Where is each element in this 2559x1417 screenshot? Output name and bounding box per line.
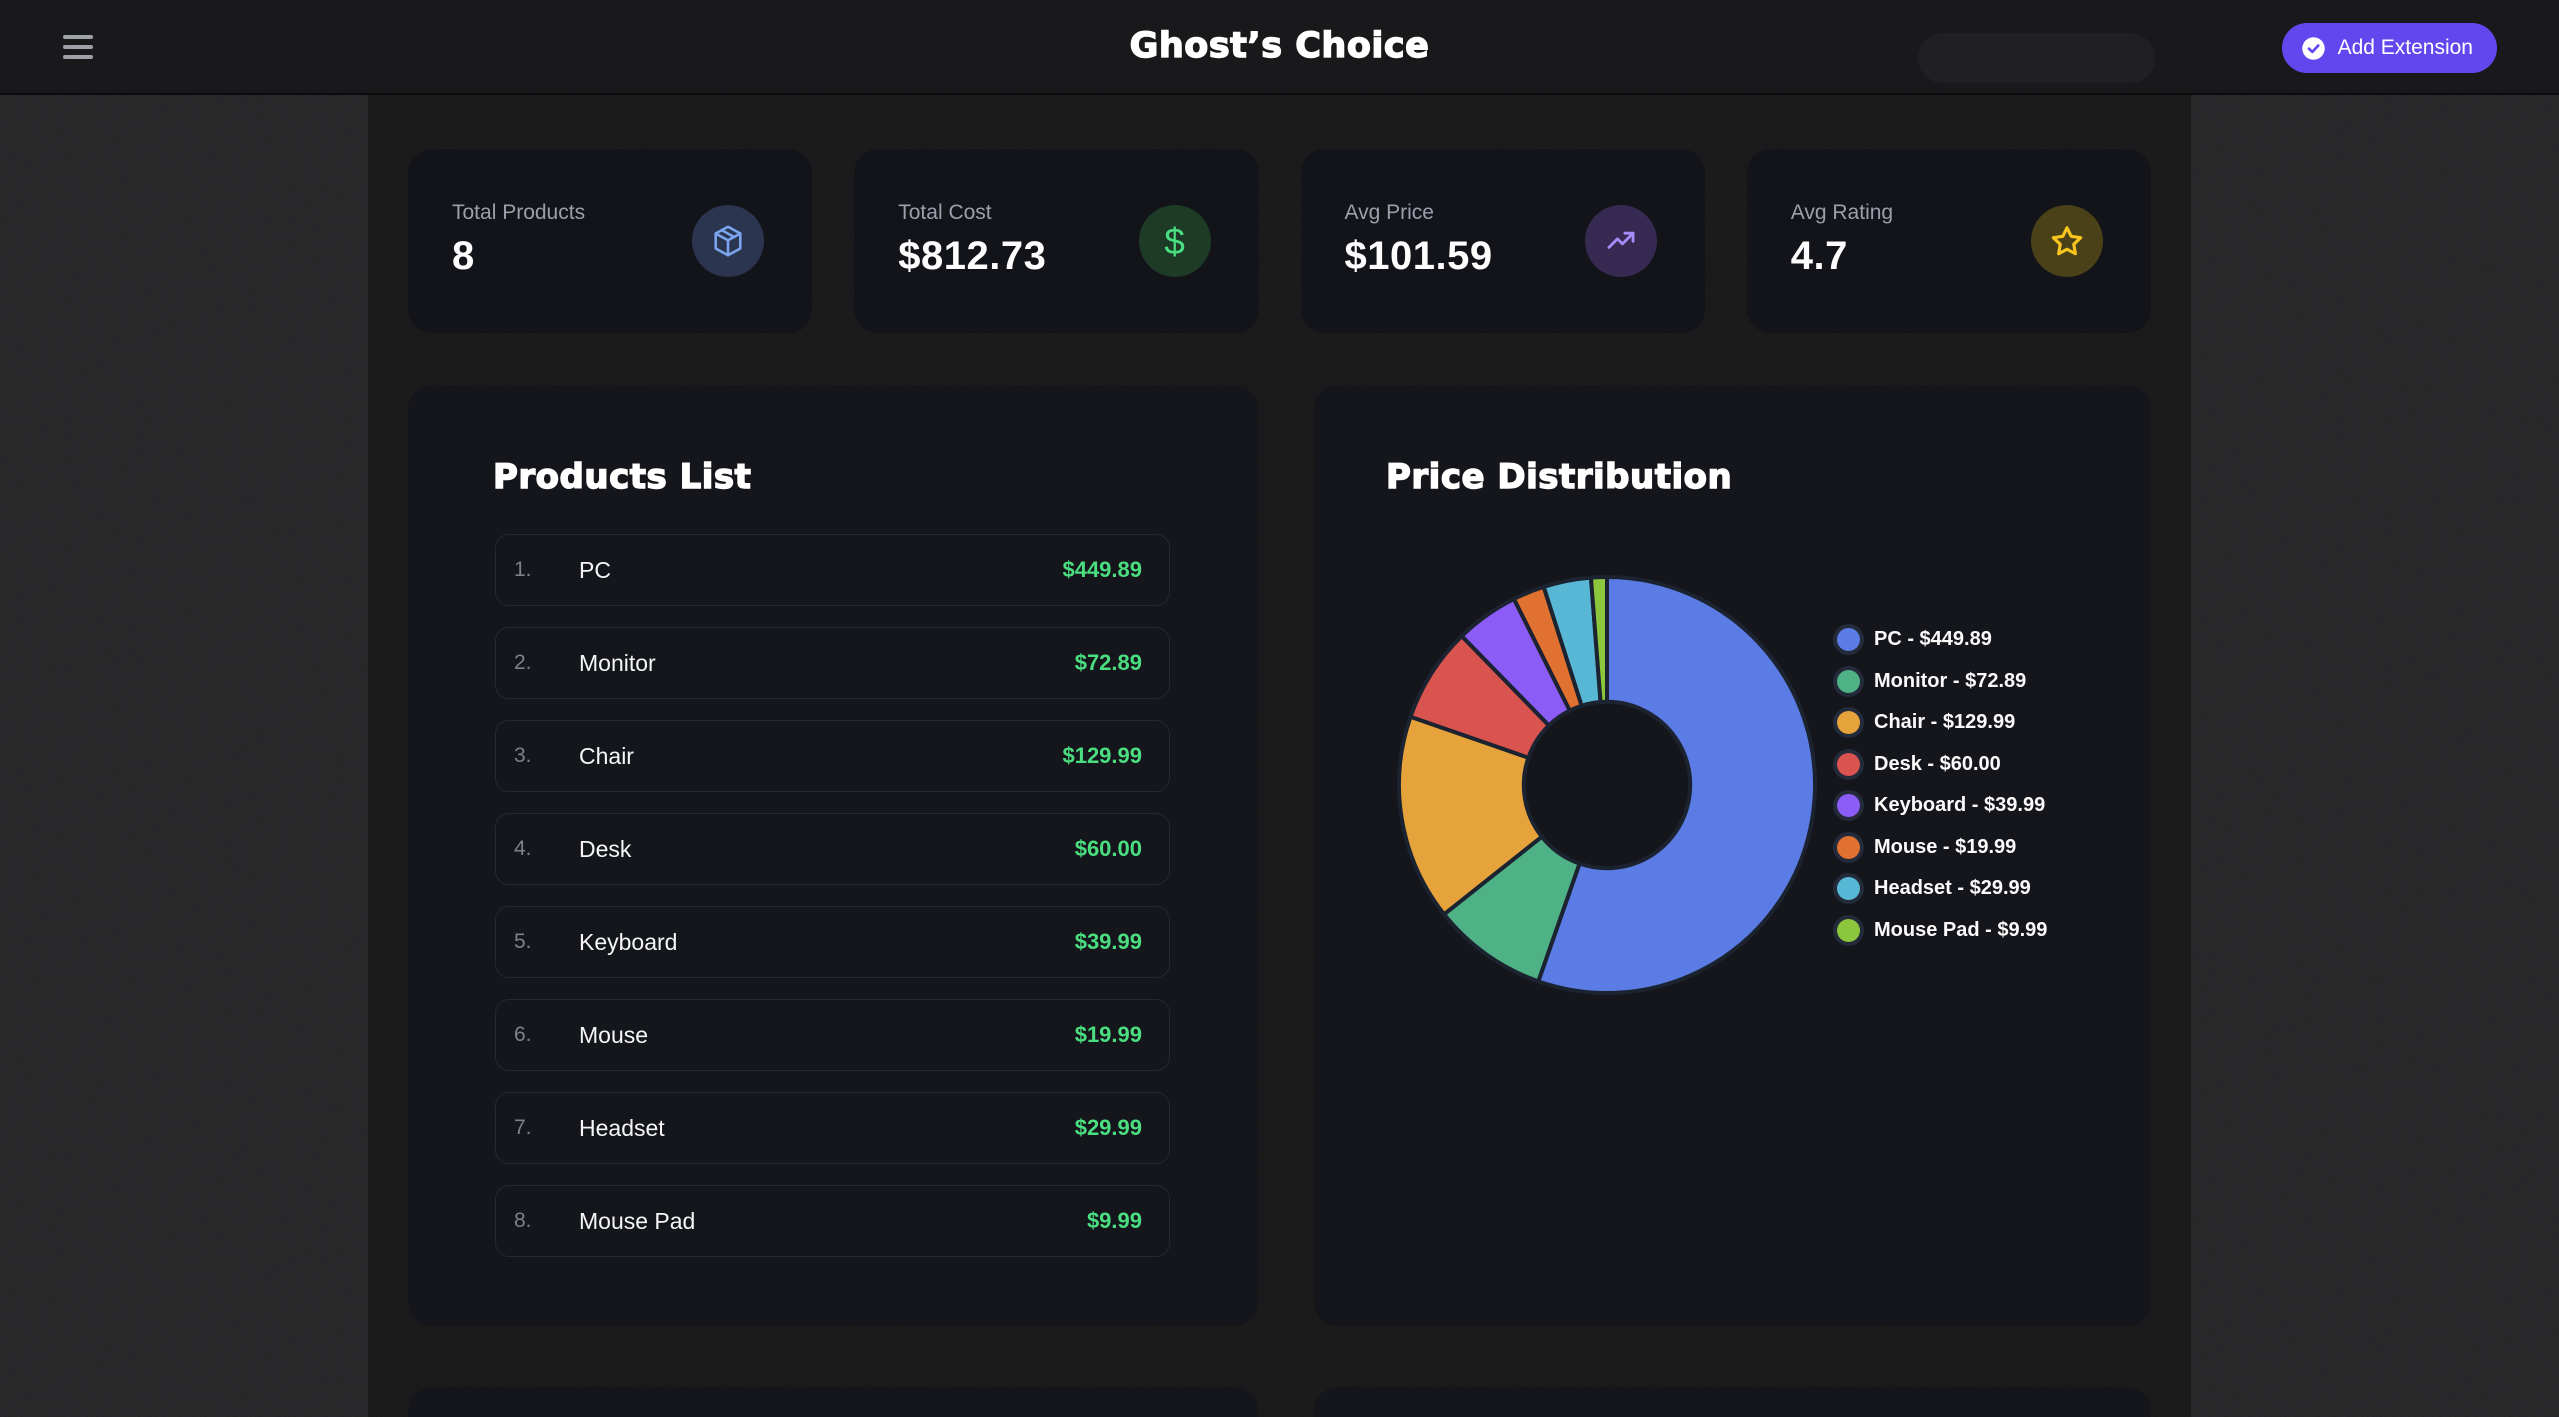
products-list-panel: Products List 1. PC $449.89 2. Monitor $72.89… — [408, 385, 1258, 1326]
product-name: Monitor — [579, 649, 656, 676]
check-circle-icon — [2301, 36, 2325, 60]
legend-color-dot — [1837, 835, 1860, 859]
legend-color-dot — [1837, 628, 1860, 652]
legend-color-dot — [1837, 711, 1860, 735]
package-icon — [714, 225, 742, 257]
legend-label: Mouse - $19.99 — [1874, 835, 2017, 858]
legend-item[interactable]: Monitor - $72.89 — [1837, 661, 2047, 703]
product-rank: 4. — [514, 837, 532, 860]
legend-item[interactable]: Chair - $129.99 — [1837, 702, 2047, 744]
legend-label: Headset - $29.99 — [1874, 877, 2031, 900]
price-distribution-panel: Price Distribution PC - $449.89 Monitor -… — [1314, 385, 2151, 1326]
partial-panel-left — [408, 1387, 1258, 1417]
legend-color-dot — [1837, 918, 1860, 942]
product-rank: 7. — [514, 1116, 532, 1139]
product-price: $60.00 — [1074, 836, 1142, 861]
add-extension-button[interactable]: Add Extension — [2281, 23, 2497, 73]
product-name: Desk — [579, 835, 632, 862]
hamburger-menu-icon[interactable] — [63, 35, 93, 59]
chart-legend: PC - $449.89 Monitor - $72.89 Chair - $129… — [1837, 619, 2047, 951]
product-rank: 1. — [514, 558, 532, 581]
products-list-title: Products List — [492, 456, 752, 497]
legend-item[interactable]: Headset - $29.99 — [1837, 868, 2047, 910]
stat-icon-circle — [2031, 205, 2103, 277]
product-price: $9.99 — [1086, 1208, 1142, 1233]
product-name: Chair — [579, 742, 634, 769]
product-name: PC — [579, 556, 611, 583]
stat-card-total-cost: Total Cost $812.73 $ — [854, 149, 1259, 333]
legend-label: Chair - $129.99 — [1874, 711, 2016, 734]
header: Ghost’s Choice Add Extension — [0, 0, 2559, 95]
product-rank: 2. — [514, 651, 532, 674]
product-name: Mouse Pad — [579, 1207, 696, 1234]
legend-item[interactable]: Mouse - $19.99 — [1837, 827, 2047, 869]
price-distribution-title: Price Distribution — [1385, 456, 1733, 497]
legend-item[interactable]: Keyboard - $39.99 — [1837, 785, 2047, 827]
product-rank: 6. — [514, 1023, 532, 1046]
product-row: 4. Desk $60.00 — [495, 813, 1170, 885]
header-ghost-box — [1918, 33, 2155, 83]
product-rows: 1. PC $449.89 2. Monitor $72.89 3. Chair $129.99… — [495, 534, 1170, 1278]
product-row: 8. Mouse Pad $9.99 — [495, 1185, 1170, 1257]
add-extension-label: Add Extension — [2337, 36, 2473, 59]
stat-icon-circle — [1584, 205, 1657, 277]
product-row: 2. Monitor $72.89 — [495, 627, 1170, 699]
product-price: $29.99 — [1074, 1115, 1142, 1140]
product-rank: 3. — [514, 744, 532, 767]
legend-label: Desk - $60.00 — [1874, 752, 2001, 775]
product-price: $19.99 — [1074, 1022, 1142, 1047]
product-name: Keyboard — [579, 928, 678, 955]
partial-panel-right — [1314, 1387, 2151, 1417]
product-rank: 5. — [514, 930, 532, 953]
legend-label: Mouse Pad - $9.99 — [1874, 918, 2048, 941]
legend-color-dot — [1837, 877, 1860, 901]
legend-color-dot — [1837, 752, 1860, 776]
product-price: $449.89 — [1062, 557, 1142, 582]
product-row: 6. Mouse $19.99 — [495, 999, 1170, 1071]
product-name: Headset — [579, 1114, 665, 1141]
stat-card-total-products: Total Products 8 — [408, 149, 813, 333]
legend-item[interactable]: Mouse Pad - $9.99 — [1837, 910, 2047, 952]
product-price: $72.89 — [1074, 650, 1142, 675]
stat-card-avg-rating: Avg Rating 4.7 — [1746, 149, 2151, 333]
legend-label: Keyboard - $39.99 — [1874, 794, 2046, 817]
legend-item[interactable]: PC - $449.89 — [1837, 619, 2047, 661]
stats-row: Total Products 8 Total Cost $812.73 $ — [408, 149, 2151, 333]
panels-row: Products List 1. PC $449.89 2. Monitor $72.89… — [408, 385, 2151, 1326]
product-row: 7. Headset $29.99 — [495, 1092, 1170, 1164]
product-row: 5. Keyboard $39.99 — [495, 906, 1170, 978]
legend-item[interactable]: Desk - $60.00 — [1837, 744, 2047, 786]
bottom-panels-row — [408, 1387, 2151, 1417]
legend-label: PC - $449.89 — [1874, 628, 1992, 651]
product-row: 3. Chair $129.99 — [495, 720, 1170, 792]
stat-icon-circle: $ — [1138, 205, 1211, 277]
content-column: Total Products 8 Total Cost $812.73 $ — [368, 95, 2191, 1417]
product-name: Mouse — [579, 1021, 649, 1048]
stat-card-avg-price: Avg Price $101.59 — [1300, 149, 1705, 333]
trending-up-icon — [1607, 231, 1635, 249]
product-price: $39.99 — [1074, 929, 1142, 954]
stat-icon-circle — [692, 205, 765, 277]
page-title: Ghost’s Choice — [1129, 25, 1430, 66]
product-price: $129.99 — [1062, 743, 1142, 768]
legend-label: Monitor - $72.89 — [1874, 669, 2027, 692]
product-row: 1. PC $449.89 — [495, 534, 1170, 606]
dollar-icon: $ — [1164, 220, 1185, 262]
product-rank: 8. — [514, 1209, 532, 1232]
legend-color-dot — [1837, 669, 1860, 693]
donut-chart — [1397, 575, 1817, 995]
star-icon — [2051, 226, 2083, 256]
legend-color-dot — [1837, 794, 1860, 818]
